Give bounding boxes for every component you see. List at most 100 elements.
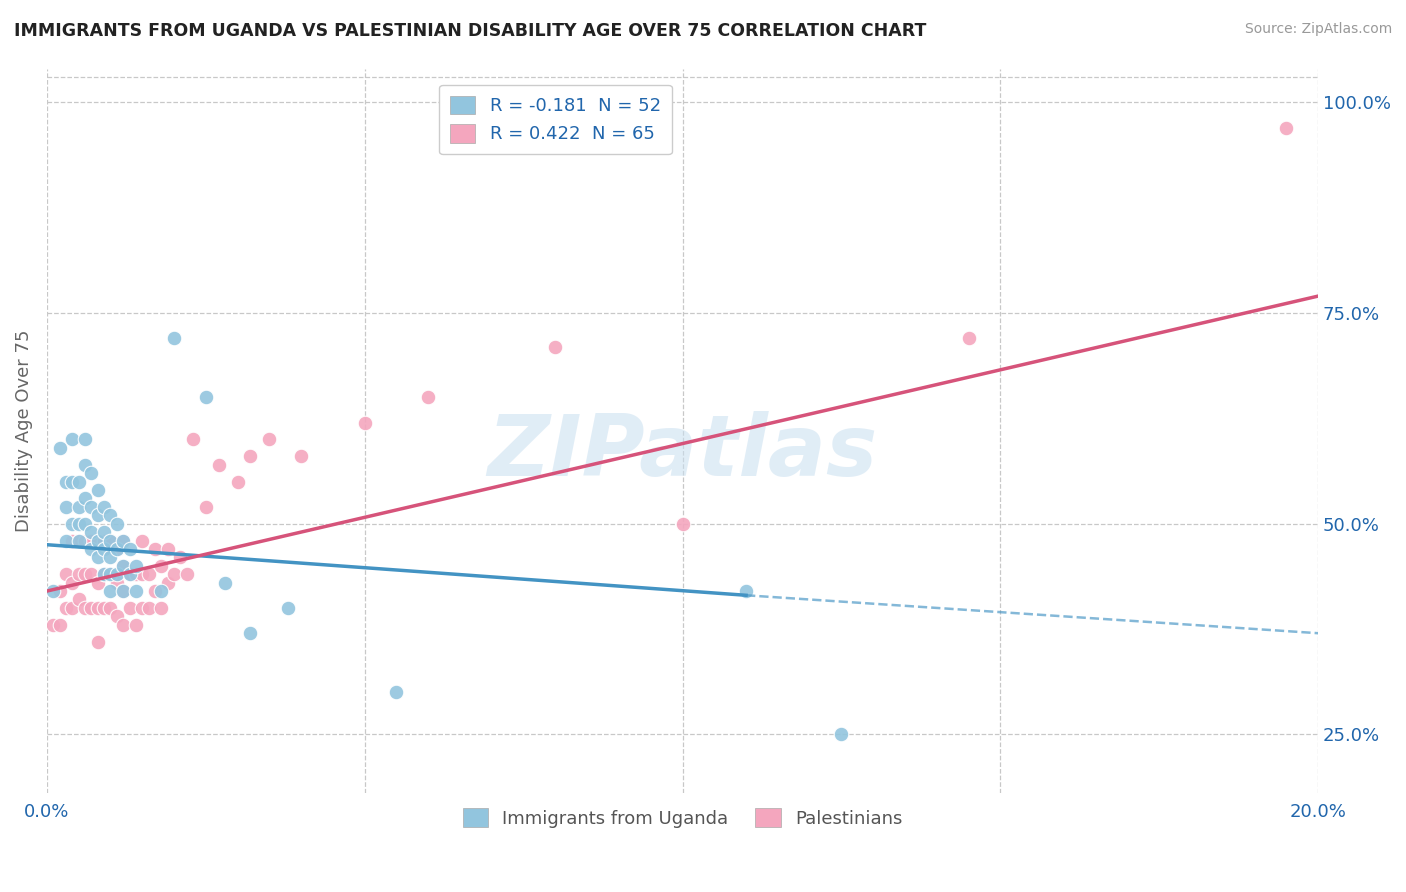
Point [125,584,148,599]
Point [80,524,103,539]
Point [118,601,141,615]
Text: IMMIGRANTS FROM UGANDA VS PALESTINIAN DISABILITY AGE OVER 75 CORRELATION CHART: IMMIGRANTS FROM UGANDA VS PALESTINIAN DI… [14,22,927,40]
Point [73,491,96,506]
Point [67,516,90,531]
Point [105,567,128,582]
Point [80,567,103,582]
Legend: Immigrants from Uganda, Palestinians: Immigrants from Uganda, Palestinians [456,801,910,835]
Point [112,558,135,573]
Point [93,567,115,582]
Point [239,449,262,463]
Point [73,601,96,615]
Point [112,617,135,632]
Point [290,449,312,463]
Point [67,567,90,582]
Point [671,516,693,531]
Point [105,516,128,531]
Point [55,500,77,514]
Point [100,508,122,523]
Point [93,541,115,556]
Point [163,331,186,345]
Point [112,584,135,599]
Point [93,500,115,514]
Point [93,601,115,615]
Point [60,475,83,489]
Point [87,533,110,548]
Point [112,533,135,548]
Point [118,567,141,582]
Point [125,567,148,582]
Point [143,541,166,556]
Point [60,533,83,548]
Point [100,533,122,548]
Point [80,541,103,556]
Point [150,558,173,573]
Point [418,390,440,404]
Point [73,458,96,472]
Point [60,433,83,447]
Point [73,433,96,447]
Point [100,584,122,599]
Point [67,592,90,607]
Point [176,567,198,582]
Point [150,584,173,599]
Point [87,550,110,565]
Point [87,634,110,648]
Point [93,533,115,548]
Point [55,567,77,582]
Point [100,567,122,582]
Point [48,584,70,599]
Point [73,516,96,531]
Point [73,567,96,582]
Point [194,390,217,404]
Point [207,458,229,472]
Point [214,575,236,590]
Point [150,601,173,615]
Point [138,601,160,615]
Point [42,584,65,599]
Point [735,584,758,599]
Point [385,685,408,699]
Point [112,558,135,573]
Point [48,441,70,455]
Point [87,575,110,590]
Point [87,508,110,523]
Point [80,601,103,615]
Point [100,533,122,548]
Point [60,516,83,531]
Point [67,533,90,548]
Point [118,541,141,556]
Point [125,617,148,632]
Point [87,601,110,615]
Point [42,617,65,632]
Point [48,617,70,632]
Point [80,533,103,548]
Point [105,609,128,624]
Point [67,500,90,514]
Point [138,567,160,582]
Point [55,475,77,489]
Point [544,340,567,354]
Point [163,567,186,582]
Point [100,601,122,615]
Point [67,533,90,548]
Point [112,584,135,599]
Point [93,524,115,539]
Point [125,558,148,573]
Point [80,466,103,480]
Point [55,533,77,548]
Point [67,475,90,489]
Point [181,433,204,447]
Point [105,541,128,556]
Point [60,575,83,590]
Point [353,416,375,430]
Point [239,626,262,640]
Text: ZIPatlas: ZIPatlas [488,411,877,494]
Point [100,567,122,582]
Point [112,533,135,548]
Point [259,433,281,447]
Point [194,500,217,514]
Point [105,541,128,556]
Point [226,475,249,489]
Point [156,575,179,590]
